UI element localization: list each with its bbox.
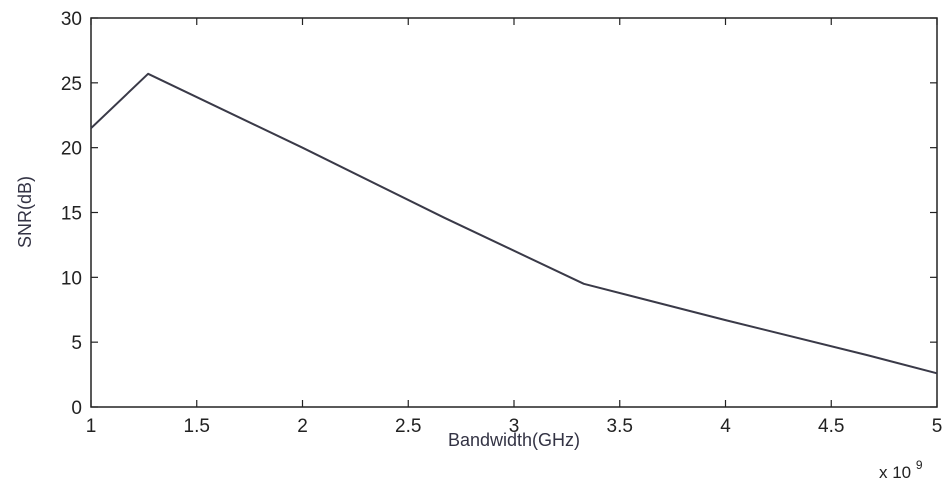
x-tick-label: 1 — [86, 416, 97, 437]
x-tick-label: 3.5 — [607, 416, 633, 437]
x-tick-label: 4.5 — [818, 416, 844, 437]
y-tick-label: 10 — [61, 268, 82, 289]
x-tick-label: 2 — [297, 416, 308, 437]
x-axis-multiplier-base: x 10 — [879, 463, 911, 482]
y-axis: 0 5 10 15 20 25 30 — [61, 9, 937, 419]
y-tick-label: 20 — [61, 139, 82, 160]
plot-area — [90, 17, 938, 408]
x-axis: 1 1.5 2 2.5 3 3.5 4 4.5 5 — [86, 18, 943, 437]
x-axis-multiplier-exponent: 9 — [916, 458, 923, 472]
series-line-0 — [90, 72, 938, 375]
x-tick-label: 3 — [509, 416, 520, 437]
x-tick-label: 2.5 — [395, 416, 421, 437]
x-tick-label: 4 — [720, 416, 731, 437]
y-tick-label: 0 — [71, 398, 82, 419]
x-axis-multiplier: x 10 9 — [879, 458, 923, 482]
y-axis-label: SNR(dB) — [15, 176, 35, 248]
y-tick-label: 30 — [61, 9, 82, 30]
series-layer — [90, 72, 938, 375]
y-tick-label: 15 — [61, 204, 82, 225]
x-tick-label: 1.5 — [184, 416, 210, 437]
x-tick-label: 5 — [932, 416, 943, 437]
y-tick-label: 25 — [61, 74, 82, 95]
x-axis-label: Bandwidth(GHz) — [448, 430, 580, 450]
y-tick-label: 5 — [71, 333, 82, 354]
